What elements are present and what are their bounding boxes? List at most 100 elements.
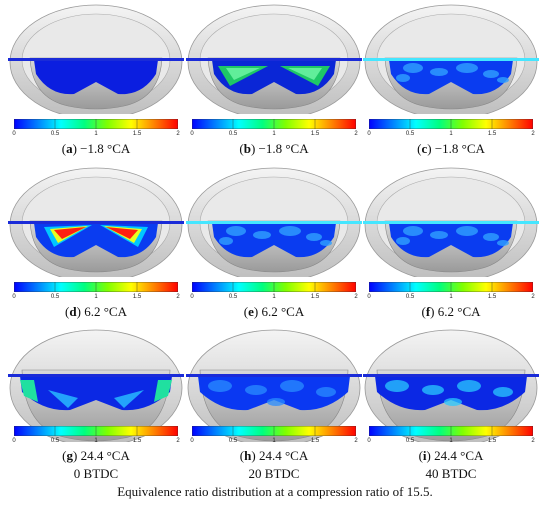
cfd-contour-plot	[186, 167, 362, 277]
figure-caption: Equivalence ratio distribution at a comp…	[117, 484, 433, 499]
colorbar-tick-label: 2	[354, 131, 358, 137]
colorbar-tick-label: 1	[449, 294, 453, 300]
panel-letter: f	[425, 304, 431, 319]
colorbar	[369, 426, 533, 436]
equivalence-ratio-field	[186, 374, 362, 411]
colorbar-tick-label: 1.5	[487, 131, 497, 137]
cfd-contour-plot	[363, 4, 539, 114]
equivalence-ratio-field	[363, 374, 539, 411]
colorbar-tick-label: 0.5	[405, 294, 415, 300]
panel-caption: (h) 24.4 °CA	[239, 448, 309, 463]
equivalence-ratio-field	[8, 221, 184, 258]
panel-angle: −1.8 °CA	[76, 141, 131, 156]
panel-injection-timing: 0 BTDC	[73, 466, 119, 481]
colorbar	[192, 426, 356, 436]
colorbar-tick-label: 1.5	[487, 294, 497, 300]
panel-caption: (e) 6.2 °CA	[243, 304, 305, 319]
colorbar-tick-label: 1	[94, 131, 98, 137]
cfd-contour-plot	[8, 329, 184, 442]
colorbar	[14, 282, 178, 292]
colorbar-tick-label: 0.5	[50, 294, 60, 300]
colorbar-tick-label: 1.5	[310, 438, 320, 444]
colorbar	[369, 119, 533, 129]
colorbar-tick-label: 0	[12, 131, 16, 137]
panel-letter: e	[248, 304, 254, 319]
colorbar-tick-label: 1.5	[487, 438, 497, 444]
colorbar-tick-label: 1	[449, 438, 453, 444]
colorbar-tick-label: 1.5	[132, 438, 142, 444]
panel-g: 0 0.5 1 1.5 2 (g) 24.4 °CA 0 BTDC	[8, 326, 184, 490]
cfd-contour-plot	[186, 4, 362, 114]
colorbar-tick-label: 1	[272, 294, 276, 300]
cfd-contour-plot	[363, 167, 539, 277]
panel-angle: 6.2 °CA	[434, 304, 481, 319]
panel-caption: (c) −1.8 °CA	[417, 141, 485, 156]
panel-letter: a	[66, 141, 73, 156]
colorbar-ticks: 0 0.5 1 1.5 2	[190, 438, 357, 446]
panel-caption: (i) 24.4 °CA	[418, 448, 484, 463]
colorbar-tick-label: 1	[272, 131, 276, 137]
colorbar-tick-label: 2	[176, 438, 180, 444]
colorbar	[192, 119, 356, 129]
colorbar-tick-label: 1.5	[132, 131, 142, 137]
colorbar-tick-label: 2	[354, 294, 358, 300]
cfd-contour-plot	[8, 167, 184, 277]
panel-caption: (g) 24.4 °CA	[62, 448, 130, 463]
panel-a: 0 0.5 1 1.5 2 (a) −1.8 °CA	[8, 2, 184, 166]
cfd-contour-plot	[186, 329, 362, 442]
colorbar-tick-label: 0.5	[228, 131, 238, 137]
colorbar-tick-label: 0	[190, 438, 194, 444]
panel-caption: (f) 6.2 °CA	[421, 304, 481, 319]
colorbar-ticks: 0 0.5 1 1.5 2	[12, 131, 180, 139]
colorbar-tick-label: 0.5	[228, 294, 238, 300]
panel-c: 0 0.5 1 1.5 2 (c) −1.8 °CA	[363, 2, 539, 166]
panel-letter: b	[243, 141, 251, 156]
colorbar-tick-label: 1	[449, 131, 453, 137]
colorbar-tick-label: 0	[367, 294, 371, 300]
colorbar-ticks: 0 0.5 1 1.5 2	[190, 294, 358, 302]
panel-h: 0 0.5 1 1.5 2 (h) 24.4 °CA 20 BTDC	[186, 326, 362, 490]
panel-angle: 6.2 °CA	[258, 304, 305, 319]
equivalence-ratio-field	[363, 221, 539, 258]
colorbar-ticks: 0 0.5 1 1.5 2	[190, 131, 358, 139]
panel-caption: (a) −1.8 °CA	[61, 141, 131, 156]
panel-caption: (d) 6.2 °CA	[65, 304, 127, 319]
panel-f: 0 0.5 1 1.5 2 (f) 6.2 °CA	[363, 165, 539, 329]
panel-injection-timing: 40 BTDC	[425, 466, 477, 481]
panel-e: 0 0.5 1 1.5 2 (e) 6.2 °CA	[186, 165, 362, 329]
colorbar-tick-label: 2	[531, 294, 535, 300]
colorbar-tick-label: 0	[367, 131, 371, 137]
colorbar-tick-label: 1.5	[310, 131, 320, 137]
panel-d: 0 0.5 1 1.5 2 (d) 6.2 °CA	[8, 165, 184, 329]
panel-angle: 6.2 °CA	[80, 304, 127, 319]
panel-angle: 24.4 °CA	[77, 448, 130, 463]
panel-letter: h	[244, 448, 252, 463]
panel-angle: −1.8 °CA	[431, 141, 485, 156]
panel-letter: d	[69, 304, 77, 319]
panel-i: 0 0.5 1 1.5 2 (i) 24.4 °CA 40 BTDC	[363, 326, 539, 490]
panel-angle: 24.4 °CA	[430, 448, 484, 463]
colorbar-tick-label: 0.5	[50, 438, 60, 444]
panel-b: 0 0.5 1 1.5 2 (b) −1.8 °CA	[186, 2, 362, 166]
colorbar-tick-label: 0	[367, 438, 371, 444]
cfd-contour-plot	[8, 4, 184, 114]
panel-angle: −1.8 °CA	[255, 141, 309, 156]
colorbar	[192, 282, 356, 292]
colorbar-tick-label: 0	[190, 131, 194, 137]
colorbar-tick-label: 1.5	[310, 294, 320, 300]
colorbar-tick-label: 0	[12, 294, 16, 300]
colorbar-tick-label: 1	[94, 438, 98, 444]
colorbar-ticks: 0 0.5 1 1.5 2	[12, 438, 180, 446]
colorbar-tick-label: 2	[531, 438, 535, 444]
colorbar	[14, 119, 178, 129]
colorbar-tick-label: 1	[94, 294, 98, 300]
panel-letter: g	[66, 448, 73, 463]
colorbar-tick-label: 0	[190, 294, 194, 300]
panel-caption: (b) −1.8 °CA	[239, 141, 309, 156]
panel-letter: c	[421, 141, 428, 156]
colorbar-ticks: 0 0.5 1 1.5 2	[367, 438, 535, 446]
colorbar-tick-label: 2	[176, 294, 180, 300]
colorbar-tick-label: 2	[176, 131, 180, 137]
cfd-contour-plot	[363, 329, 539, 442]
equivalence-ratio-field	[186, 58, 362, 95]
